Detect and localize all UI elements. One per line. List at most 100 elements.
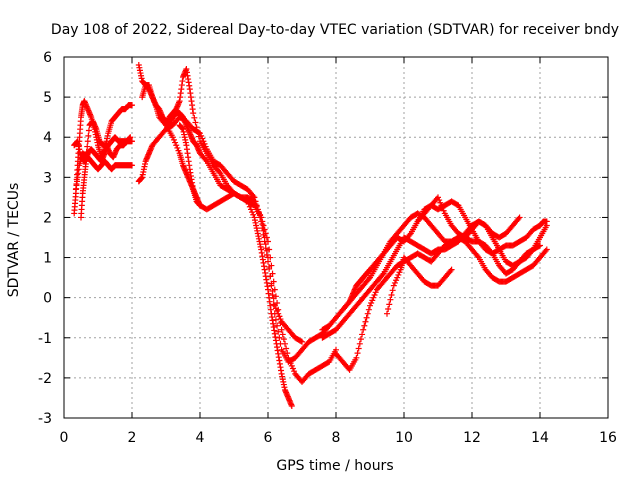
data-point — [367, 302, 373, 309]
data-point — [85, 127, 92, 134]
data-point — [275, 328, 282, 335]
data-point — [268, 262, 275, 269]
y-tick-label: 2 — [43, 210, 52, 226]
data-point — [435, 194, 441, 201]
series-9 — [176, 122, 203, 209]
data-point — [365, 275, 372, 282]
data-point — [280, 336, 287, 343]
data-point — [365, 306, 372, 313]
data-point — [396, 269, 403, 276]
series-4 — [78, 134, 135, 221]
series-1 — [71, 98, 135, 217]
y-tick-label: -1 — [38, 331, 52, 347]
data-point — [436, 197, 443, 204]
data-point — [288, 402, 295, 409]
data-point — [195, 133, 202, 140]
data-point — [272, 316, 279, 323]
data-point — [391, 279, 398, 286]
data-point — [129, 102, 135, 109]
data-point — [439, 205, 446, 212]
data-point — [372, 289, 379, 296]
data-point — [537, 242, 543, 249]
data-point — [169, 134, 176, 141]
data-point — [271, 286, 278, 293]
x-tick-label: 10 — [395, 430, 413, 446]
series-11 — [319, 218, 550, 341]
data-point — [353, 354, 360, 361]
data-point — [216, 168, 223, 175]
y-tick-label: 1 — [43, 251, 52, 267]
data-point — [172, 139, 179, 146]
data-point — [263, 234, 270, 241]
series-12 — [333, 234, 550, 373]
plot-marks — [71, 62, 550, 409]
data-point — [515, 215, 522, 222]
data-point — [516, 214, 523, 221]
data-point — [248, 206, 254, 213]
data-point — [257, 211, 264, 218]
data-point — [260, 222, 267, 229]
data-point — [297, 338, 304, 345]
x-axis-label: GPS time / hours — [276, 458, 393, 474]
data-point — [359, 331, 366, 338]
data-point — [287, 360, 294, 367]
data-point — [299, 338, 305, 345]
data-point — [289, 365, 296, 372]
data-point — [191, 114, 198, 121]
data-point — [270, 278, 277, 285]
data-point — [394, 274, 401, 281]
data-point — [282, 340, 288, 347]
y-tick-label: 3 — [43, 170, 52, 186]
data-point — [535, 243, 542, 250]
x-tick-label: 2 — [128, 430, 137, 446]
data-point — [268, 282, 275, 289]
data-point — [368, 300, 375, 307]
plot-frame — [63, 56, 609, 419]
data-point — [361, 322, 368, 329]
data-point — [269, 270, 276, 277]
data-point — [447, 267, 454, 274]
data-point — [384, 310, 390, 317]
data-point — [283, 345, 290, 352]
y-tick-label: -2 — [38, 371, 52, 387]
x-tick-label: 6 — [264, 430, 273, 446]
x-tick-label: 4 — [196, 430, 205, 446]
data-point — [270, 301, 277, 308]
data-point — [261, 226, 268, 233]
series-8 — [163, 66, 339, 385]
chart-title: Day 108 of 2022, Sidereal Day-to-day VTE… — [51, 22, 619, 38]
y-tick-label: 0 — [43, 291, 52, 307]
data-point — [542, 247, 549, 254]
data-point — [193, 124, 200, 131]
y-tick-label: 5 — [43, 90, 52, 106]
data-point — [357, 336, 364, 343]
data-point — [385, 306, 392, 313]
data-point — [271, 310, 278, 317]
data-point — [258, 214, 265, 221]
data-point — [173, 142, 180, 149]
data-point — [488, 249, 495, 256]
data-point — [286, 357, 293, 364]
y-axis-label: SDTVAR / TECUs — [6, 183, 22, 298]
data-point — [448, 266, 455, 273]
data-point — [285, 354, 292, 361]
data-point — [190, 110, 197, 117]
data-point — [438, 202, 445, 209]
data-point — [174, 144, 181, 151]
data-point — [284, 350, 291, 357]
data-point — [269, 291, 276, 298]
data-point — [175, 147, 182, 154]
data-point — [362, 318, 369, 325]
data-point — [440, 207, 447, 214]
data-point — [379, 271, 386, 278]
data-point — [267, 254, 274, 261]
data-point — [354, 350, 361, 357]
data-point — [265, 238, 271, 245]
x-tick-label: 0 — [60, 430, 69, 446]
data-point — [356, 340, 363, 347]
data-point — [85, 132, 92, 139]
data-point — [84, 143, 91, 150]
data-point — [474, 253, 481, 260]
